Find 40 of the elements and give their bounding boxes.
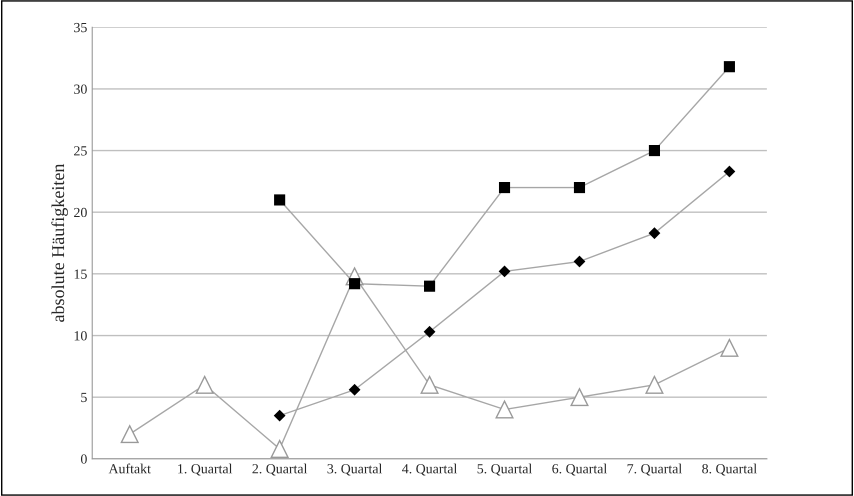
point [420,376,439,394]
point [270,440,289,458]
x-tick-label: 2. Quartal [252,464,308,476]
point [120,425,139,444]
point [570,388,589,406]
point [648,228,660,239]
point [574,182,586,194]
x-tick-label: 5. Quartal [478,464,532,476]
y-tick-label: 15 [74,270,87,279]
point [724,61,735,72]
point [349,278,360,290]
x-tick-label: 4. Quartal [402,464,458,476]
x-tick-label: 1. Quartal [178,464,232,476]
y-tick-label: 25 [74,146,87,156]
point [424,326,436,338]
y-tick-label: 0 [80,454,87,464]
y-tick-label: 20 [74,208,87,218]
x-tick-label: 3. Quartal [327,464,382,476]
point [196,376,214,394]
x-tick-label: 8. Quartal [702,464,757,476]
point [648,145,660,156]
point [645,376,664,394]
point [498,266,510,278]
y-tick-label: 10 [74,331,87,340]
point [498,182,510,194]
point [348,384,360,396]
y-tick-label: 5 [81,392,87,402]
y-axis-title: absolute Häufigkeiten [51,164,68,322]
point [720,338,738,357]
x-tick-label: 7. Quartal [628,464,682,476]
x-tick-label: 6. Quartal [552,464,607,476]
point [574,256,586,268]
point [274,194,286,206]
x-tick-label: Auftakt [108,464,151,474]
point [495,400,514,419]
y-tick-label: 35 [74,22,87,32]
point [724,166,736,178]
point [274,410,286,422]
point [424,280,436,292]
y-tick-label: 30 [74,84,87,94]
